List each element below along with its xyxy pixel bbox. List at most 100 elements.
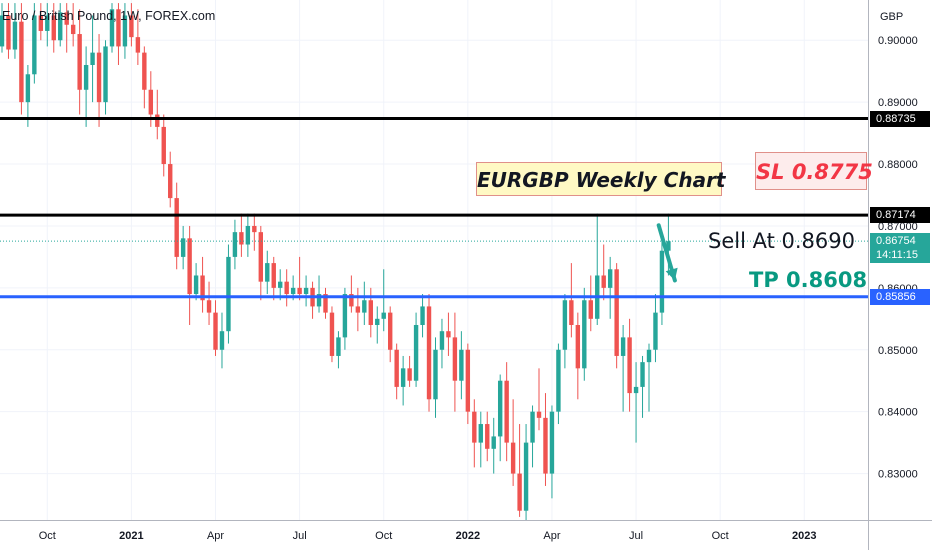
candle [122,3,128,59]
candle-body [174,198,179,257]
candle [375,306,380,344]
candle-body [530,411,535,443]
time-tick-label: Oct [375,530,392,542]
candle [582,287,587,381]
candle [627,318,632,412]
candle-body [569,300,574,325]
candle-body [620,337,626,356]
upper-resistance-price-tag: 0.88735 [870,110,930,127]
candle [329,306,335,363]
stop-loss-note[interactable]: SL 0.8775 [755,152,873,190]
candle [659,238,665,325]
candle [556,343,561,425]
candle [562,294,568,369]
candle-body [478,424,483,443]
candle [355,287,361,332]
candle-body [148,89,154,115]
candle [491,417,496,474]
chart-title: Euro / British Pound, 1W, FOREX.com [2,9,216,23]
plot-background [0,0,868,520]
time-tick-label: 2023 [792,530,816,542]
candle-body [446,331,451,338]
candle-body [232,232,238,257]
candle [239,213,244,257]
candle [633,362,639,443]
candle-body [614,269,619,356]
currency-label: GBP [880,11,903,23]
candle [543,393,548,486]
candle-body [129,15,134,38]
candle [90,15,95,103]
candle-body [103,46,108,103]
candle [620,325,626,412]
candle [588,275,593,332]
candle [19,3,24,115]
candle [381,269,386,332]
time-tick-label: Jul [293,530,307,542]
candle-body [245,225,251,245]
candle-body [316,294,322,307]
candle [213,300,218,356]
candle [472,399,477,468]
candle [70,3,76,47]
candle-body [349,294,354,307]
candle [517,424,522,517]
support-price-tag: 0.85856 [870,288,930,305]
candle-body [64,12,69,25]
candle-body [582,300,587,369]
candle-body [627,337,632,394]
take-profit-note[interactable]: TP 0.8608 [749,268,868,292]
candle-body [19,21,24,103]
candle [116,3,121,65]
last-price-tag: 0.86754 14:11:15 [870,233,930,264]
candle [12,3,18,59]
candle [459,331,464,400]
last-price-value: 0.86754 [876,235,916,248]
candle [187,225,192,325]
candle-body [588,300,593,319]
candle-body [122,15,128,47]
candle [252,213,257,251]
candle-body [239,232,244,245]
candle [336,331,341,369]
candle [510,399,516,486]
candle [168,151,173,208]
candle-body [155,114,160,127]
candle [226,244,231,344]
candle-body [452,337,458,381]
candle [439,318,445,369]
candle [278,269,283,301]
candle [96,34,102,127]
candle-body [388,312,393,350]
sell-entry-note[interactable]: Sell At 0.8690 [708,229,855,253]
candle-body [523,442,529,511]
candle-body [187,238,192,295]
candle [142,46,147,109]
candle-body [83,65,89,90]
candle-body [0,15,5,47]
candle [646,343,652,412]
candle [297,256,302,301]
candle-body [543,417,548,474]
bar-countdown: 14:11:15 [876,249,919,262]
price-tick-label: 0.84000 [878,407,918,419]
time-axis[interactable]: Oct 2021 Apr Jul Oct 2022 Apr Jul Oct 2023 [39,530,817,542]
candle [174,182,179,270]
candle-body [426,306,432,400]
candle-body [355,306,361,313]
candle-body [77,34,82,90]
candle [155,89,160,140]
candle-body [504,380,509,443]
time-tick-label: 2021 [119,530,143,542]
candle [407,355,412,387]
trade-arrow [656,223,678,283]
candle [206,281,212,325]
horizontal-levels[interactable] [0,117,868,299]
chart-title-note[interactable]: EURGBP Weekly Chart [476,162,726,196]
candle-body [135,37,141,53]
price-tick-label: 0.87000 [878,221,918,233]
candle [536,368,542,431]
candle [413,312,419,387]
candle-body [400,368,406,387]
